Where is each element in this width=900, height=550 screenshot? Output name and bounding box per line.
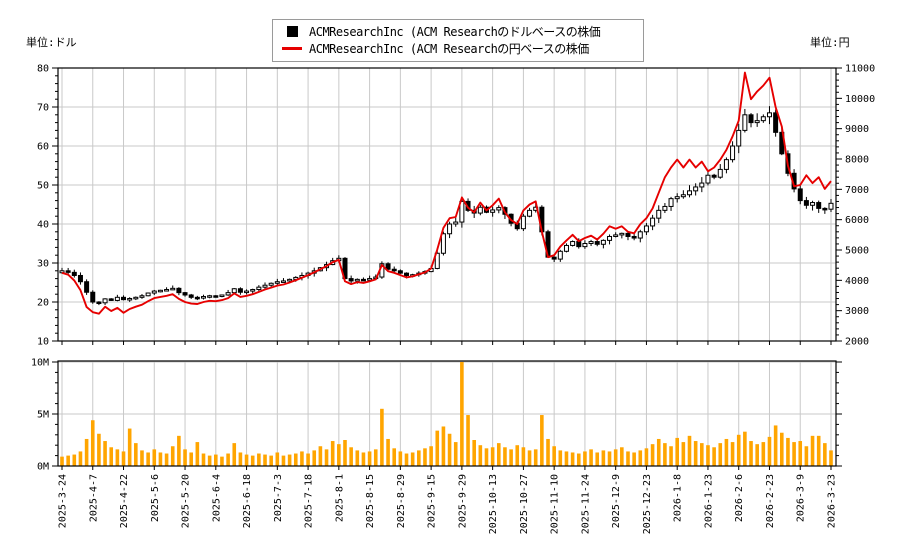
svg-text:80: 80	[37, 64, 49, 75]
svg-text:8000: 8000	[845, 155, 869, 166]
svg-text:2025-11-10: 2025-11-10	[550, 474, 561, 534]
svg-text:2025-3-24: 2025-3-24	[58, 474, 69, 528]
svg-text:2025-7-3: 2025-7-3	[273, 474, 284, 522]
svg-text:5M: 5M	[37, 410, 49, 421]
svg-text:40: 40	[37, 220, 49, 231]
svg-text:2025-6-4: 2025-6-4	[211, 474, 222, 522]
svg-text:2026-3-9: 2026-3-9	[796, 474, 807, 522]
svg-text:2025-9-15: 2025-9-15	[427, 474, 438, 528]
grid-lines	[58, 68, 836, 466]
svg-text:2025-8-15: 2025-8-15	[365, 474, 376, 528]
svg-text:2025-12-9: 2025-12-9	[611, 474, 622, 528]
red-line-marker-icon	[281, 47, 303, 50]
svg-text:5000: 5000	[845, 246, 869, 257]
svg-text:50: 50	[37, 181, 49, 192]
svg-text:2025-10-13: 2025-10-13	[488, 474, 499, 534]
svg-text:11000: 11000	[845, 64, 875, 75]
svg-text:2025-12-23: 2025-12-23	[642, 474, 653, 534]
svg-text:2025-7-18: 2025-7-18	[304, 474, 315, 528]
x-axis-date-labels: 2025-3-24 2025-4-7 2025-4-22 2025-5-6 2025-5…	[58, 474, 838, 534]
left-axis-unit-label: 単位:ドル	[26, 36, 77, 49]
legend-item-usd: ACMResearchInc (ACM Researchのドルベースの株価	[281, 23, 635, 40]
panel-frames	[57, 67, 837, 467]
svg-text:2025-5-6: 2025-5-6	[150, 474, 161, 522]
svg-text:2026-2-23: 2026-2-23	[765, 474, 776, 528]
svg-text:2025-11-24: 2025-11-24	[580, 474, 591, 534]
svg-text:2025-4-7: 2025-4-7	[88, 474, 99, 522]
svg-text:7000: 7000	[845, 185, 869, 196]
axis-ticks-and-labels: 10 20 30 40 50 60 70 80 2000 3000 4000 5000 6000 7000…	[31, 64, 875, 473]
svg-text:0M: 0M	[37, 462, 49, 473]
volume-series	[60, 362, 833, 466]
black-square-marker-icon	[281, 26, 303, 37]
right-axis-unit-label: 単位:円	[810, 36, 850, 49]
svg-text:2025-8-1: 2025-8-1	[334, 474, 345, 522]
svg-text:6000: 6000	[845, 215, 869, 226]
svg-text:4000: 4000	[845, 276, 869, 287]
legend-label-jpy: ACMResearchInc (ACM Researchの円ベースの株価	[309, 42, 589, 56]
svg-text:2025-4-22: 2025-4-22	[119, 474, 130, 528]
svg-text:3000: 3000	[845, 306, 869, 317]
svg-text:10: 10	[37, 337, 49, 348]
svg-text:2026-1-23: 2026-1-23	[703, 474, 714, 528]
svg-text:10M: 10M	[31, 358, 49, 369]
svg-text:2026-3-23: 2026-3-23	[827, 474, 838, 528]
svg-text:2026-1-8: 2026-1-8	[673, 474, 684, 522]
svg-text:60: 60	[37, 142, 49, 153]
svg-text:2026-2-6: 2026-2-6	[734, 474, 745, 522]
candlestick-series-usd	[59, 106, 834, 306]
svg-text:2025-9-29: 2025-9-29	[457, 474, 468, 528]
jpy-line-series	[61, 71, 832, 315]
svg-text:70: 70	[37, 103, 49, 114]
svg-text:2025-5-20: 2025-5-20	[181, 474, 192, 528]
svg-text:2025-8-29: 2025-8-29	[396, 474, 407, 528]
svg-text:10000: 10000	[845, 94, 875, 105]
chart-legend: ACMResearchInc (ACM Researchのドルベースの株価 AC…	[272, 19, 644, 62]
svg-text:2025-10-27: 2025-10-27	[519, 474, 530, 534]
svg-text:20: 20	[37, 298, 49, 309]
legend-item-jpy: ACMResearchInc (ACM Researchの円ベースの株価	[281, 40, 635, 57]
svg-text:9000: 9000	[845, 124, 869, 135]
legend-label-usd: ACMResearchInc (ACM Researchのドルベースの株価	[309, 25, 601, 39]
svg-text:2000: 2000	[845, 337, 869, 348]
svg-text:2025-6-18: 2025-6-18	[242, 474, 253, 528]
svg-text:30: 30	[37, 259, 49, 270]
